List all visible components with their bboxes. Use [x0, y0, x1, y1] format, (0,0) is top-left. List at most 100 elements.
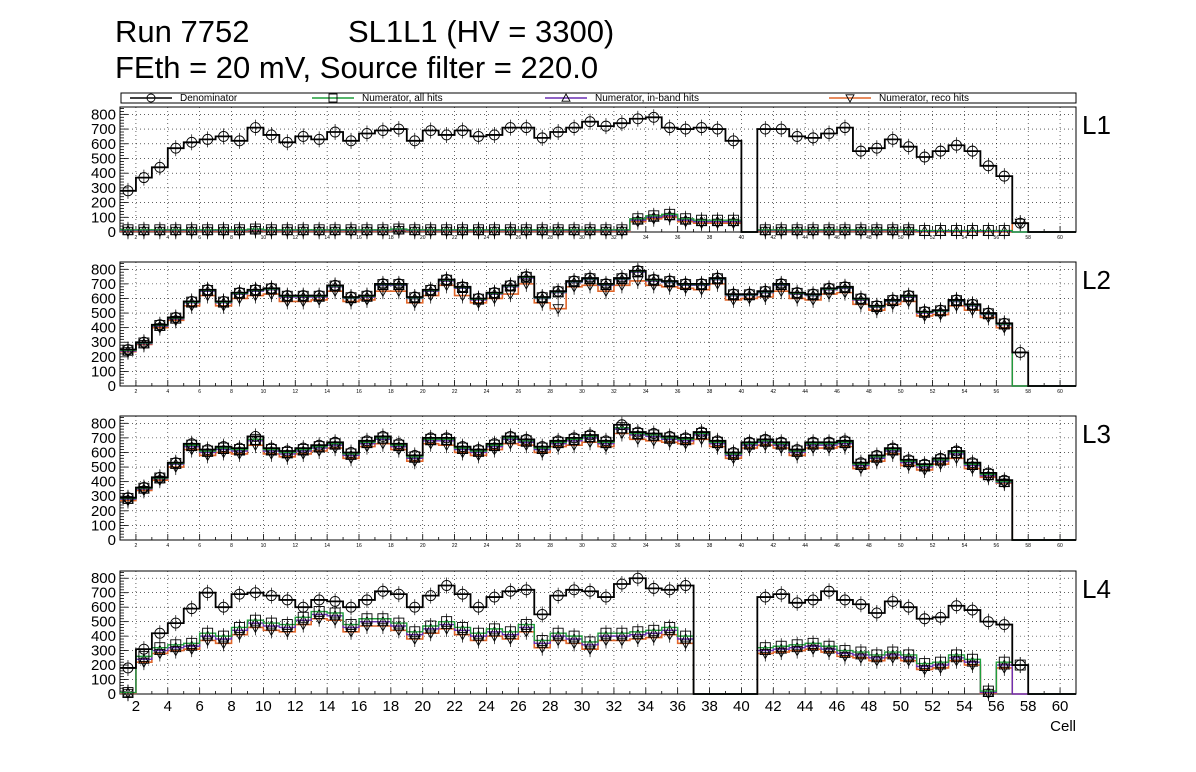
data-point [823, 224, 835, 236]
data-point [632, 265, 644, 277]
data-point [457, 224, 469, 236]
data-point [409, 601, 421, 613]
data-point [122, 492, 134, 504]
data-point [297, 290, 309, 302]
data-point [409, 224, 421, 236]
x-tick-label: 22 [446, 698, 463, 715]
data-point [632, 572, 644, 584]
x-tick-label: 24 [484, 235, 490, 241]
x-tick-label: 16 [356, 389, 362, 395]
y-tick-label: 600 [91, 290, 116, 307]
data-point [234, 621, 245, 633]
data-point [345, 291, 357, 303]
data-point [919, 613, 931, 625]
data-point [935, 145, 947, 157]
data-point [696, 426, 708, 438]
data-point [249, 223, 261, 235]
data-point [648, 428, 660, 439]
x-tick-label: 10 [261, 543, 267, 549]
data-point [823, 585, 835, 597]
legend-marker [146, 93, 156, 103]
data-point [680, 630, 692, 642]
data-point [154, 642, 166, 654]
x-tick-label: 54 [962, 543, 968, 549]
data-point [313, 594, 325, 606]
data-point [488, 438, 500, 450]
data-point [170, 457, 182, 469]
data-point [616, 627, 628, 639]
x-tick-label: 2 [132, 698, 140, 715]
data-point [887, 133, 899, 145]
x-tick-label: 60 [1052, 698, 1069, 715]
y-tick-label: 0 [108, 686, 116, 703]
data-point [297, 601, 309, 613]
data-point [775, 436, 787, 448]
data-point [951, 445, 962, 457]
data-point [377, 278, 389, 290]
data-point [297, 224, 309, 236]
y-tick-label: 800 [91, 261, 116, 278]
data-point [855, 224, 867, 236]
data-point [759, 224, 771, 236]
data-point [361, 613, 373, 625]
x-tick-label: 50 [898, 389, 904, 395]
data-point [393, 278, 405, 290]
y-tick-label: 600 [91, 444, 116, 461]
data-point [871, 607, 883, 619]
data-point [664, 430, 676, 442]
x-tick-label: 4 [166, 235, 169, 241]
legend-label: Numerator, all hits [362, 93, 443, 104]
data-point [600, 224, 612, 236]
x-tick-label: 14 [324, 235, 330, 241]
legend-label: Numerator, reco hits [879, 93, 969, 104]
x-tick-label: 36 [675, 389, 681, 395]
data-point [791, 597, 803, 609]
data-point [281, 290, 293, 302]
data-point [568, 275, 580, 287]
data-point [313, 290, 325, 302]
y-tick-label: 700 [91, 430, 116, 447]
data-point [186, 637, 198, 649]
data-point [871, 300, 883, 312]
data-point [457, 441, 469, 453]
data-point [409, 135, 421, 147]
data-point [504, 224, 516, 236]
y-tick-label: 300 [91, 180, 116, 197]
data-point [186, 224, 198, 236]
data-point [473, 224, 484, 236]
data-point [313, 224, 325, 236]
data-point [855, 457, 867, 469]
x-tick-label: 14 [324, 389, 330, 395]
data-point [919, 225, 931, 236]
data-point [281, 136, 293, 148]
data-point [839, 122, 851, 134]
data-point [951, 649, 962, 661]
data-point [712, 435, 723, 447]
grid [120, 107, 1076, 232]
x-tick-label: 60 [1057, 235, 1063, 241]
data-point [966, 298, 978, 310]
data-point [887, 595, 899, 607]
data-point [664, 621, 676, 633]
legend-label: Numerator, in-band hits [595, 93, 699, 104]
data-point [759, 642, 771, 654]
data-point [425, 620, 437, 632]
data-point [616, 578, 628, 590]
data-point [903, 224, 915, 236]
data-point [281, 445, 293, 457]
x-tick-label: 12 [287, 698, 304, 715]
data-point [982, 225, 994, 236]
data-point [680, 580, 692, 591]
data-point [409, 291, 421, 303]
data-point [393, 617, 405, 629]
data-point [122, 662, 134, 674]
y-tick-label: 400 [91, 628, 116, 645]
data-point [584, 585, 596, 597]
data-point [759, 285, 771, 297]
data-point [871, 649, 883, 661]
x-tick-label: 16 [351, 698, 368, 715]
data-point [520, 224, 532, 236]
x-tick-label: 28 [547, 543, 553, 549]
x-tick-label: 32 [611, 235, 617, 241]
data-point [488, 129, 500, 141]
